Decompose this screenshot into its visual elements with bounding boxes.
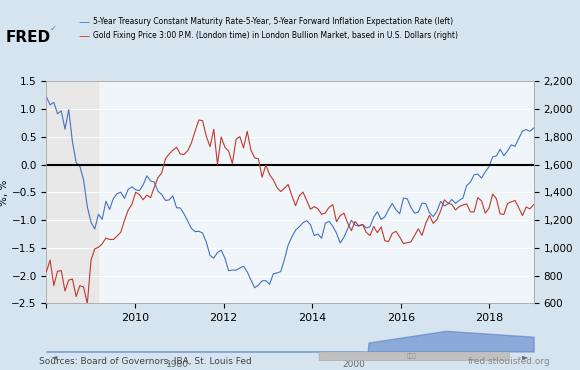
Text: —: — xyxy=(78,31,89,41)
Text: Sources: Board of Governors, IBA, St. Louis Fed: Sources: Board of Governors, IBA, St. Lo… xyxy=(39,357,251,366)
Text: —: — xyxy=(78,17,89,27)
Text: 5-Year Treasury Constant Maturity Rate-5-Year, 5-Year Forward Inflation Expectat: 5-Year Treasury Constant Maturity Rate-5… xyxy=(93,17,453,26)
Text: ►: ► xyxy=(522,352,529,361)
Text: ◄: ◄ xyxy=(51,352,58,361)
Y-axis label: U.S. Dollars per Troy Ounce: U.S. Dollars per Troy Ounce xyxy=(578,126,580,259)
Bar xyxy=(46,81,98,303)
Text: ✓: ✓ xyxy=(49,24,56,33)
FancyBboxPatch shape xyxy=(319,352,509,360)
Text: ⬛⬛⬛: ⬛⬛⬛ xyxy=(407,353,416,359)
Text: fred.stlouisfed.org: fred.stlouisfed.org xyxy=(468,357,551,366)
Text: Gold Fixing Price 3:00 P.M. (London time) in London Bullion Market, based in U.S: Gold Fixing Price 3:00 P.M. (London time… xyxy=(93,31,458,40)
Text: FRED: FRED xyxy=(6,30,51,45)
Y-axis label: %, %: %, % xyxy=(0,179,9,206)
Text: 1980: 1980 xyxy=(166,360,190,369)
Text: 2000: 2000 xyxy=(342,360,365,369)
